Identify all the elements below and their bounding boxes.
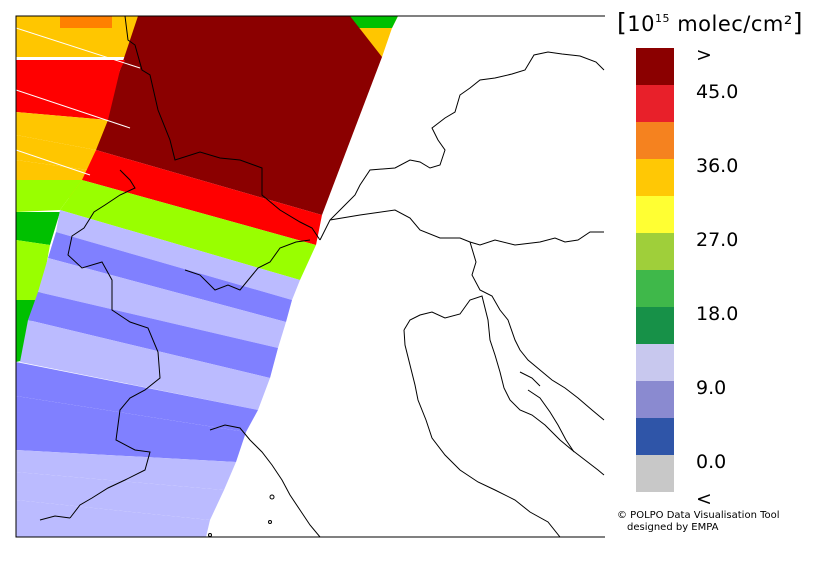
- unit-exponent: 15: [655, 12, 670, 25]
- unit-base: 10: [627, 12, 655, 36]
- legend-label: 36.0: [696, 155, 739, 177]
- legend-swatch: [636, 270, 674, 307]
- swath-gap: [16, 89, 131, 129]
- coastline: [403, 295, 605, 476]
- coastline: [403, 329, 561, 537]
- legend-swatch: [636, 233, 674, 270]
- island: [527, 389, 575, 453]
- swath-cell: [16, 212, 60, 245]
- swath-cell: [60, 180, 316, 280]
- island: [268, 520, 272, 524]
- credit-text: © POLPO Data Visualisation Tool designed…: [617, 510, 780, 534]
- border-line: [124, 16, 321, 241]
- swath-cell: [16, 396, 246, 462]
- country-borders: [39, 16, 605, 537]
- legend-swatch: [636, 122, 674, 159]
- unit-suffix: molec/cm²: [677, 12, 793, 36]
- swath-cell: [16, 362, 258, 432]
- swath-cell: [96, 16, 382, 215]
- credit-line-2: designed by EMPA: [627, 522, 719, 533]
- legend-swatch: [636, 418, 674, 455]
- island: [519, 371, 541, 387]
- legend-swatch: [636, 381, 674, 418]
- swath-cell: [16, 500, 210, 537]
- swath-cell: [16, 180, 82, 212]
- swath-cell: [16, 135, 96, 170]
- swath-cell: [16, 60, 125, 120]
- legend-label: 45.0: [696, 81, 739, 103]
- satellite-swath: [16, 16, 398, 537]
- legend-unit-title: [1015 molec/cm²]: [617, 8, 804, 37]
- swath-gap: [16, 149, 91, 176]
- legend-label: 0.0: [696, 451, 727, 473]
- legend-label: 18.0: [696, 303, 739, 325]
- swath-cell: [48, 232, 292, 322]
- island: [269, 494, 275, 500]
- legend-swatch: [636, 48, 674, 85]
- swath-cell: [60, 16, 112, 28]
- legend-swatch: [636, 455, 674, 492]
- border-line: [329, 209, 604, 246]
- swath-cell: [16, 472, 224, 520]
- swath-cell: [20, 320, 270, 410]
- swath-gap: [16, 27, 141, 69]
- legend-label: <: [696, 488, 712, 510]
- legend-swatch: [636, 196, 674, 233]
- map-frame: [15, 15, 605, 538]
- legend-label: >: [696, 44, 712, 66]
- swath-cell: [28, 292, 278, 378]
- legend-swatch: [636, 307, 674, 344]
- border-line: [184, 239, 311, 291]
- swath-cell: [38, 258, 286, 348]
- map: [15, 15, 605, 538]
- border-line: [67, 169, 161, 519]
- credit-line-1: © POLPO Data Visualisation Tool: [617, 510, 780, 521]
- border-line: [469, 241, 605, 421]
- coastline: [39, 515, 71, 521]
- legend-label: 27.0: [696, 229, 739, 251]
- coastline: [209, 424, 321, 537]
- legend-swatch: [636, 159, 674, 196]
- swath-cell: [56, 210, 300, 300]
- swath-cell: [16, 112, 108, 150]
- legend-label: 9.0: [696, 377, 727, 399]
- swath-cell: [16, 240, 50, 310]
- legend-swatch: [636, 344, 674, 381]
- legend-swatch: [636, 85, 674, 122]
- border-line: [319, 51, 605, 241]
- swath-cell: [350, 16, 398, 28]
- island: [208, 533, 212, 537]
- swath-cell: [16, 450, 236, 490]
- swath-cell: [82, 150, 322, 245]
